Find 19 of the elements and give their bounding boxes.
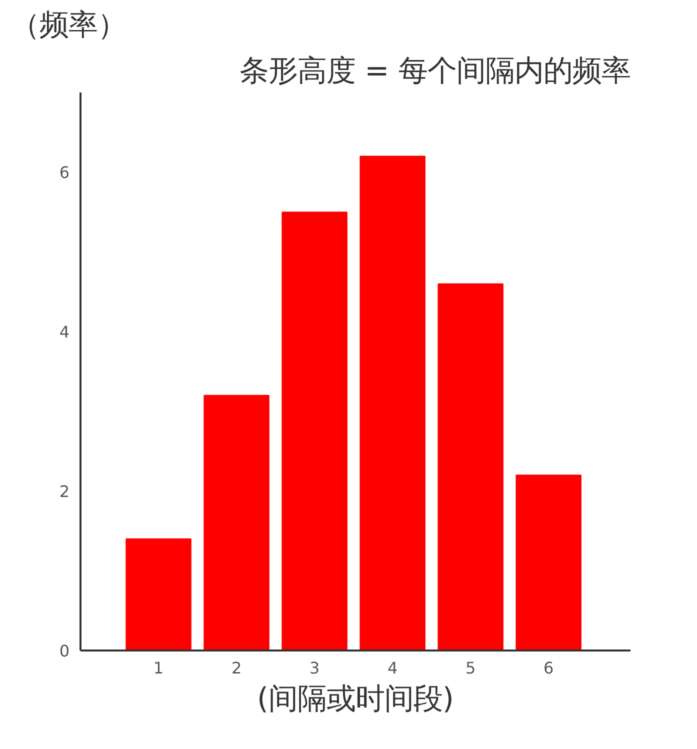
- bar: [360, 156, 426, 650]
- y-tick-label: 4: [59, 322, 70, 342]
- y-tick-label: 0: [59, 642, 70, 660]
- x-tick-label: 5: [465, 658, 476, 678]
- bar: [438, 283, 504, 650]
- bar: [126, 538, 192, 650]
- chart-title: 条形高度 = 每个间隔内的频率: [239, 54, 631, 88]
- bar: [204, 394, 270, 650]
- x-tick-label: 3: [309, 658, 320, 678]
- bar: [516, 474, 582, 650]
- y-tick-label: 6: [59, 163, 70, 182]
- y-tick-label: 2: [59, 482, 70, 502]
- x-tick-label: 1: [153, 658, 164, 678]
- x-tick-label: 2: [231, 658, 242, 678]
- y-axis-title: （频率）: [10, 8, 126, 42]
- bar: [282, 212, 348, 650]
- x-tick-label: 4: [387, 658, 398, 678]
- x-axis-title: (间隔或时间段): [257, 682, 454, 716]
- x-tick-label: 6: [543, 658, 554, 678]
